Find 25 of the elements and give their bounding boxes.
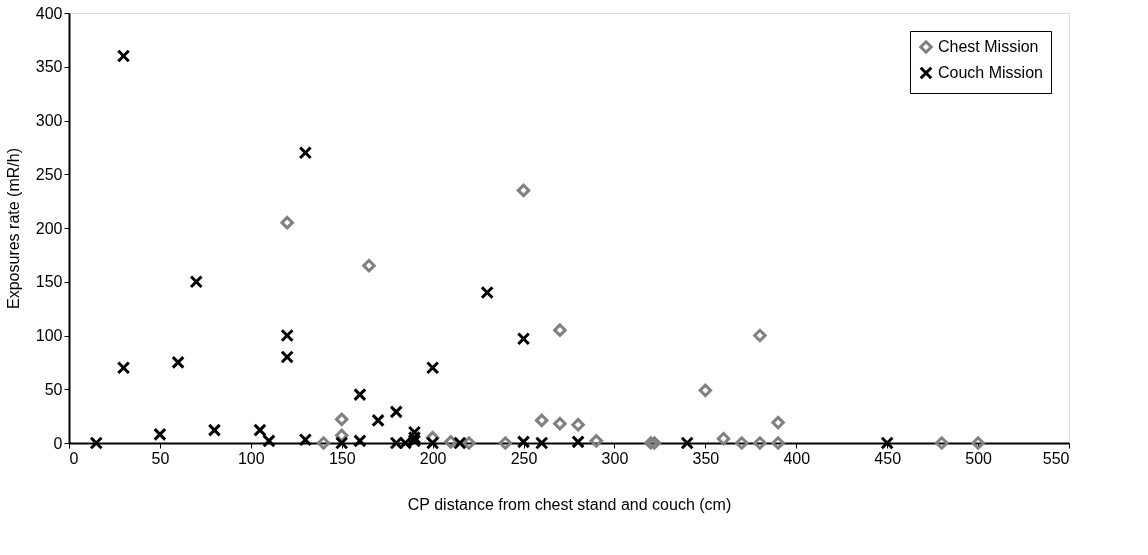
y-tick-label: 150	[35, 273, 63, 291]
y-tick-label: 350	[35, 58, 63, 76]
x-tick-label: 300	[601, 449, 629, 467]
x-tick-label: 50	[151, 449, 170, 467]
y-axis-title: Exposures rate (mR/h)	[4, 148, 22, 309]
x-tick-label: 250	[510, 449, 538, 467]
x-tick-label: 400	[783, 449, 811, 467]
x-tick-label: 450	[874, 449, 902, 467]
x-tick-label: 100	[237, 449, 265, 467]
y-tick-label: 100	[35, 327, 63, 344]
x-tick-label: 500	[965, 449, 993, 467]
x-tick-label: 0	[69, 449, 79, 467]
x-tick-label: 150	[328, 449, 356, 467]
x-tick-label: 550	[1042, 449, 1070, 467]
y-tick-label: 250	[35, 165, 63, 183]
legend-label: Chest Mission	[938, 38, 1039, 55]
y-tick-label: 200	[35, 219, 63, 237]
x-axis-title: CP distance from chest stand and couch (cm)	[407, 495, 732, 513]
x-tick-label: 200	[419, 449, 447, 467]
legend-label: Couch Mission	[938, 64, 1043, 81]
y-tick-label: 300	[35, 112, 63, 129]
y-tick-label: 400	[35, 4, 63, 22]
y-tick-label: 0	[53, 434, 63, 452]
y-tick-label: 50	[44, 380, 63, 398]
x-tick-label: 350	[692, 449, 720, 467]
